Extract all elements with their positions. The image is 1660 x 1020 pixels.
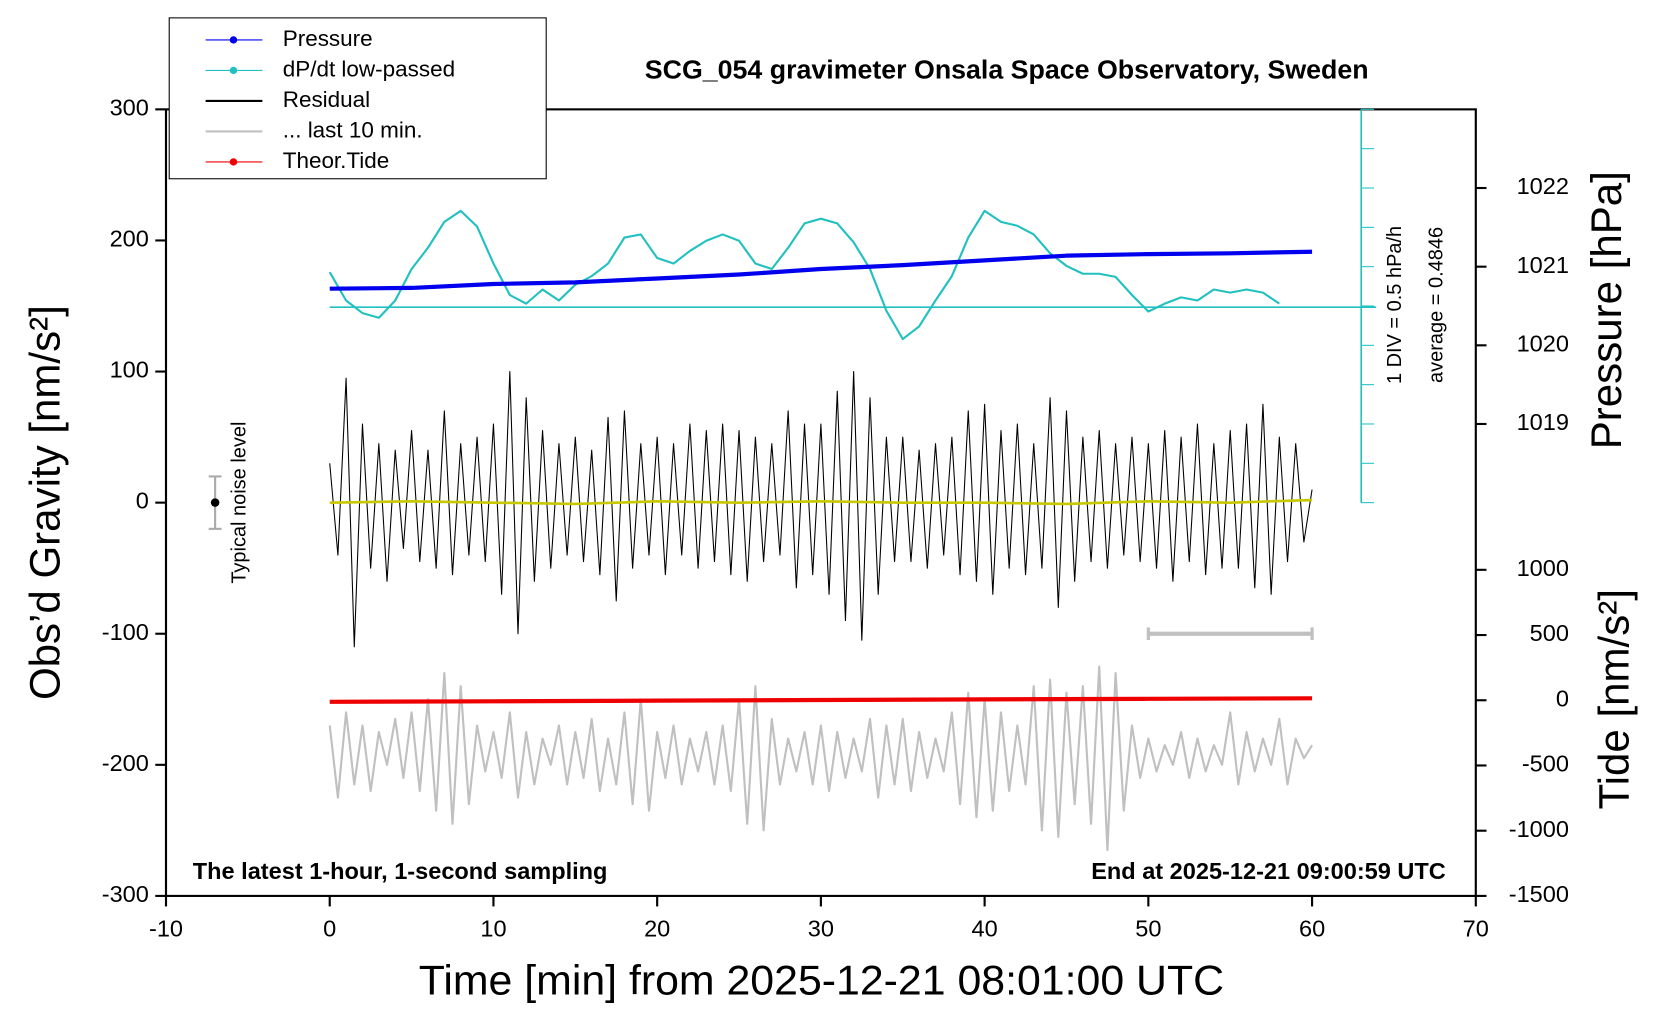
- legend-box: [168, 17, 547, 180]
- x-tick-label: 70: [1463, 916, 1489, 942]
- x-tick-label: -10: [149, 916, 183, 942]
- y-tick-label: 0: [136, 488, 149, 514]
- series-line: [329, 696, 1313, 704]
- series-line: [329, 249, 1313, 291]
- series-line: [328, 665, 1313, 852]
- y3-tick-label: 0: [1556, 686, 1569, 712]
- x-tick-label: 40: [972, 916, 998, 942]
- x-axis-label: Time [min] from 2025-12-21 08:01:00 UTC: [419, 957, 1224, 1004]
- y-tick-label: 300: [110, 95, 149, 121]
- noise-point: [210, 498, 220, 507]
- y3-tick-label: -1000: [1509, 816, 1569, 842]
- legend-marker: [229, 36, 238, 44]
- note-right: End at 2025-12-21 09:00:59 UTC: [1091, 858, 1446, 884]
- y2-tick-label: 1022: [1517, 173, 1569, 199]
- y2-tick-label: 1020: [1517, 331, 1569, 357]
- y3-tick-label: -500: [1522, 751, 1569, 777]
- y2-tick-label: 1021: [1517, 252, 1569, 278]
- series-line: [329, 498, 1313, 506]
- legend-marker: [229, 66, 238, 75]
- legend-label: Pressure: [283, 26, 373, 51]
- noise-label: Typical noise level: [228, 422, 250, 584]
- legend-label: dP/dt low-passed: [283, 56, 455, 81]
- legend-label: Residual: [283, 87, 370, 112]
- y3-tick-label: 1000: [1517, 555, 1569, 581]
- x-tick-label: 50: [1135, 916, 1161, 942]
- legend-marker: [229, 158, 238, 166]
- y-tick-label: -100: [102, 619, 149, 645]
- y3-tick-label: 500: [1530, 620, 1569, 646]
- chart-title: SCG_054 gravimeter Onsala Space Observat…: [645, 55, 1369, 85]
- y-tick-label: 100: [110, 357, 149, 383]
- x-tick-label: 30: [808, 916, 834, 942]
- y3-tick-label: -1500: [1509, 881, 1569, 907]
- div-label: 1 DIV = 0.5 hPa/h: [1384, 226, 1406, 384]
- average-label: average = 0.4846: [1425, 227, 1447, 383]
- y3-axis-label: Tide [nm/s²]: [1590, 589, 1637, 809]
- x-tick-label: 20: [644, 916, 670, 942]
- legend-label: Theor.Tide: [283, 148, 390, 173]
- y-axis-label: Obs’d Gravity [nm/s²]: [21, 305, 68, 700]
- legend-label: ... last 10 min.: [283, 117, 423, 142]
- y2-axis-label: Pressure [hPa]: [1583, 171, 1630, 449]
- note-left: The latest 1-hour, 1-second sampling: [193, 858, 608, 884]
- y2-tick-label: 1019: [1517, 409, 1569, 435]
- y-tick-label: -200: [102, 750, 149, 776]
- x-tick-label: 60: [1299, 916, 1325, 942]
- series-line: [328, 209, 1280, 341]
- x-tick-label: 10: [480, 916, 506, 942]
- x-tick-label: 0: [323, 916, 336, 942]
- legend: Pressure dP/dt low-passed Residual ... last…: [205, 26, 455, 173]
- series-line: [329, 371, 1313, 648]
- y-tick-label: -300: [102, 881, 149, 907]
- y-tick-label: 200: [110, 226, 149, 252]
- plot-layer: -10 0 10 20 30 40 50 60 70-300-200-1000100200300…: [102, 95, 1569, 942]
